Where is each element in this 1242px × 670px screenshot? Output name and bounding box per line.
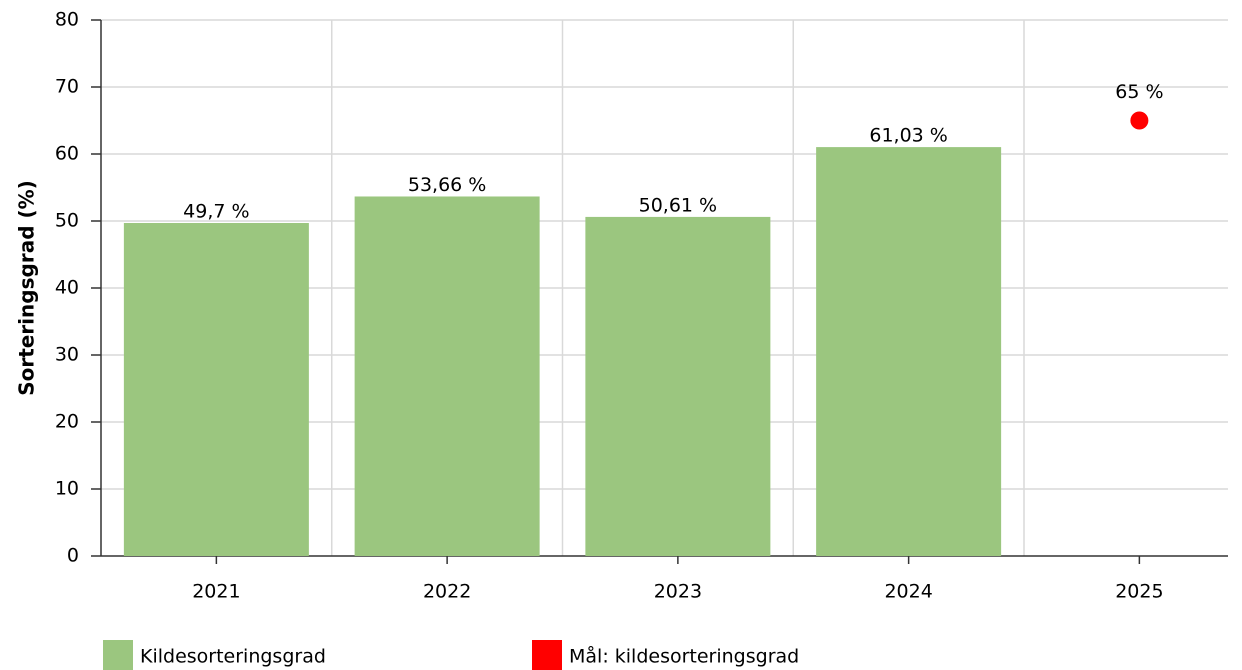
x-tick-label: 2024 — [884, 581, 932, 603]
legend-label: Mål: kildesorteringsgrad — [569, 645, 799, 668]
point — [1130, 111, 1149, 130]
x-tick-label: 2022 — [423, 581, 471, 603]
data-label: 61,03 % — [869, 125, 948, 147]
legend-label: Kildesorteringsgrad — [140, 646, 326, 668]
x-tick-label: 2025 — [1115, 581, 1163, 603]
data-label: 49,7 % — [183, 201, 249, 223]
legend-swatch — [103, 640, 133, 670]
data-label: 65 % — [1115, 81, 1163, 103]
y-tick-label: 0 — [67, 545, 79, 567]
y-tick-label: 70 — [55, 76, 79, 98]
y-tick-label: 10 — [55, 478, 79, 500]
data-label: 50,61 % — [639, 194, 718, 216]
y-tick-label: 60 — [55, 143, 79, 165]
y-axis-label: Sorteringsgrad (%) — [15, 180, 39, 396]
bar — [123, 223, 309, 556]
bar — [354, 196, 540, 556]
legend-swatch — [532, 640, 562, 670]
y-tick-label: 50 — [55, 210, 79, 232]
data-label: 53,66 % — [408, 174, 487, 196]
y-tick-label: 40 — [55, 277, 79, 299]
x-tick-label: 2023 — [654, 581, 702, 603]
y-tick-label: 30 — [55, 344, 79, 366]
y-tick-label: 20 — [55, 411, 79, 433]
bar — [585, 216, 771, 556]
bar — [816, 147, 1002, 556]
y-tick-label: 80 — [55, 9, 79, 31]
x-tick-label: 2021 — [192, 581, 240, 603]
